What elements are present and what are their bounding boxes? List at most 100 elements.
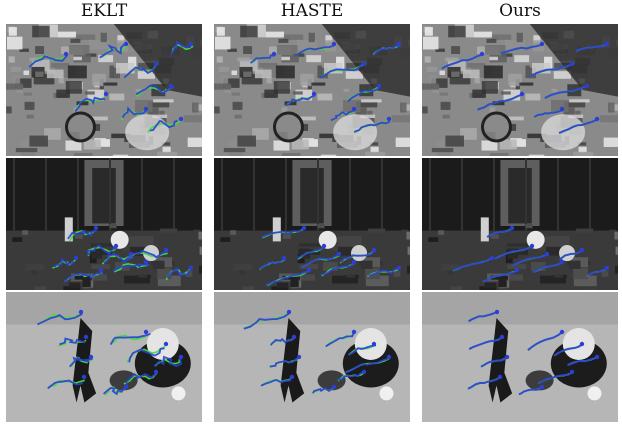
track-head-dot [296,354,302,360]
track-head-dot [559,106,565,112]
track-head-dot [569,369,575,375]
predicted-track [345,358,389,374]
track-head-dot [286,309,292,315]
predicted-track [575,42,608,53]
predicted-track [467,375,502,390]
panel-image [214,158,410,290]
predicted-track [353,120,391,133]
scene-background [422,158,618,290]
predicted-track [86,244,116,256]
predicted-track [28,54,69,68]
feature-tracks [37,309,184,396]
panel-gray-circuit-boards-eklt [6,24,202,156]
scene-background [6,24,202,156]
predicted-track [538,371,573,385]
predicted-track [260,377,292,387]
track-head-dot [306,267,312,273]
predicted-track [512,254,548,267]
predicted-track [99,43,126,59]
track-head-dot [188,41,194,47]
predicted-track [319,63,364,79]
panel-gray-circuit-boards-ours [422,24,618,156]
panel-image [6,158,202,290]
track-head-dot [311,91,317,97]
panel-image [422,158,618,290]
predicted-track [337,371,366,381]
predicted-track [301,253,340,270]
predicted-track [69,355,93,368]
track-head-dot [376,83,382,89]
predicted-track [243,312,290,330]
track-head-dot [291,334,297,340]
panel-dark-room-toys-haste [214,158,410,290]
predicted-track [103,383,129,396]
track-head-dot [594,116,600,122]
column-title-ours: Ours [499,1,541,21]
scene-background [422,292,618,422]
predicted-track [296,245,326,260]
predicted-track [452,257,493,272]
track-head-dot [604,265,610,271]
track-head-dot [559,259,565,265]
predicted-track [533,108,563,118]
track-head-dot [361,369,367,375]
track-head-dot [83,334,89,340]
predicted-track [295,44,336,57]
track-head-dot [73,255,79,261]
track-head-dot [351,329,357,335]
predicted-track [128,347,165,363]
track-head-dot [289,374,295,380]
track-head-dot [351,106,357,112]
predicted-track [320,261,356,276]
track-head-dot [539,384,545,390]
predicted-track [121,106,147,119]
track-head-dot [153,61,159,67]
scene-background [214,24,410,156]
track-head-dot [78,309,84,315]
track-head-dot [494,309,500,315]
track-head-dot [153,369,159,375]
panel-image [6,24,202,156]
track-head-dot [321,243,327,249]
track-head-dot [579,341,585,347]
column-title-haste: HASTE [280,1,344,21]
feature-tracks [452,225,610,283]
predicted-track [325,332,355,348]
panel-image [422,292,618,422]
track-head-dot [168,83,174,89]
predicted-track [441,53,483,70]
track-head-dot [271,51,277,57]
track-head-dot [371,341,377,347]
predicted-track [285,94,316,107]
predicted-track [368,266,401,277]
track-head-dot [386,354,392,360]
track-head-dot [584,83,590,89]
predicted-track [558,118,598,135]
scene-background [6,292,202,422]
track-head-dot [519,91,525,97]
predicted-track [494,245,533,260]
predicted-track [530,63,573,78]
predicted-track [123,65,157,79]
predicted-track [123,249,169,262]
predicted-track [532,261,563,274]
predicted-track [348,344,377,356]
track-head-dot [544,251,550,257]
ground-truth-track [110,334,149,345]
track-head-dot [594,354,600,360]
predicted-track [265,270,309,286]
predicted-track [149,120,178,132]
predicted-track [270,337,296,346]
track-head-dot [499,334,505,340]
predicted-track [74,96,106,113]
predicted-track [553,343,583,357]
panel-image [6,292,202,422]
track-head-dot [81,374,87,380]
track-head-dot [529,243,535,249]
predicted-track [135,84,175,96]
predicted-track [527,331,563,351]
track-head-dot [281,255,287,261]
track-head-dot [396,41,402,47]
track-head-dot [396,265,402,271]
predicted-track [109,333,151,346]
